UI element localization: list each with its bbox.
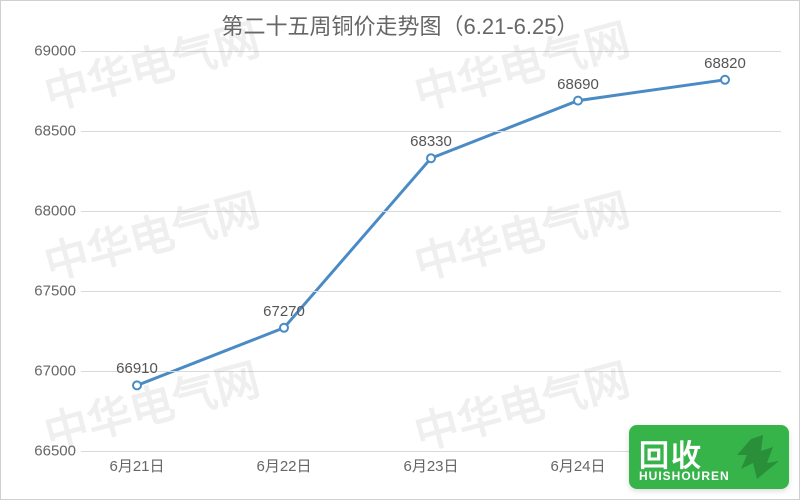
data-label: 68330 [410,133,452,150]
data-label: 67270 [263,303,305,320]
data-marker [721,76,729,84]
grid-line [81,131,781,132]
plot-area: 6650067000675006800068500690006月21日6月22日… [81,51,781,451]
y-axis-label: 69000 [34,43,76,60]
data-marker [427,154,435,162]
recycle-badge: 回收 HUISHOUREN [629,425,789,489]
grid-line [81,371,781,372]
x-axis-label: 6月24日 [550,455,605,476]
data-label: 68690 [557,76,599,93]
data-marker [280,324,288,332]
y-axis-label: 68500 [34,123,76,140]
chart-title: 第二十五周铜价走势图（6.21-6.25） [1,9,799,41]
grid-line [81,51,781,52]
price-line [137,80,725,386]
y-axis-label: 68000 [34,203,76,220]
y-axis-label: 67500 [34,283,76,300]
y-axis-label: 67000 [34,363,76,380]
grid-line [81,211,781,212]
line-series [81,51,781,451]
chart-container: 第二十五周铜价走势图（6.21-6.25） 665006700067500680… [0,0,800,500]
person-silhouette-icon [733,433,781,481]
x-axis-label: 6月23日 [403,455,458,476]
data-marker [574,97,582,105]
grid-line [81,291,781,292]
data-label: 66910 [116,360,158,377]
badge-small-text: HUISHOUREN [639,469,730,483]
x-axis-label: 6月21日 [109,455,164,476]
data-label: 68820 [704,55,746,72]
y-axis-label: 66500 [34,443,76,460]
x-axis-label: 6月22日 [256,455,311,476]
data-marker [133,381,141,389]
